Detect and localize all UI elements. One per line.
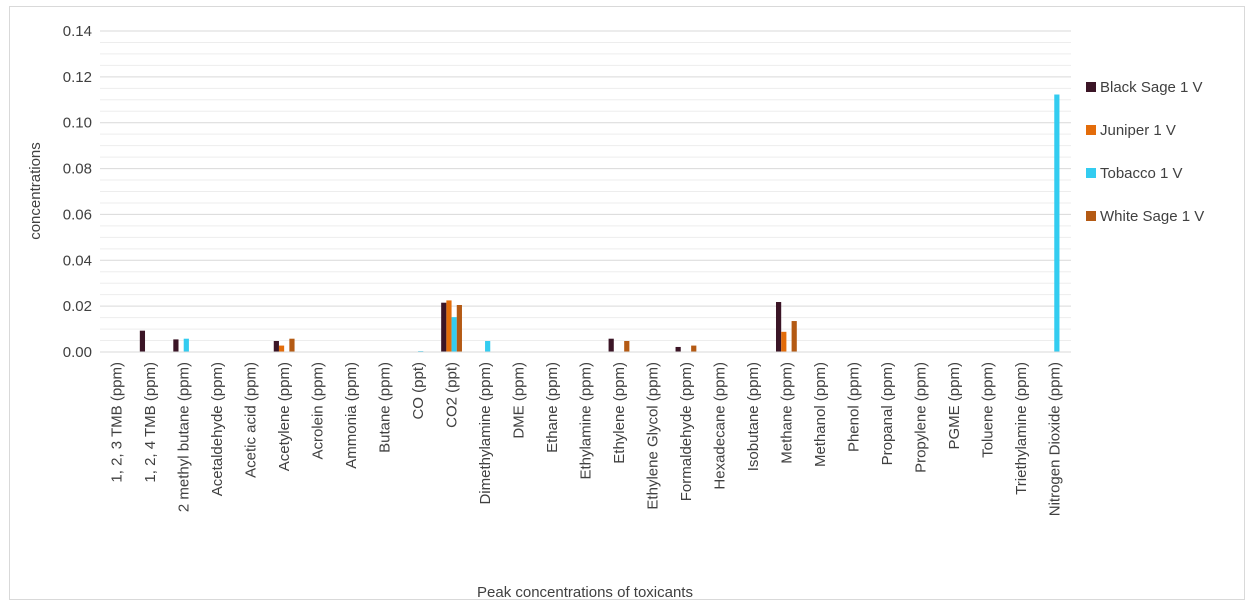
y-tick-label: 0.06 [63, 206, 92, 223]
y-tick-label: 0.00 [63, 344, 92, 361]
chart-frame [9, 6, 1245, 600]
bar [139, 330, 146, 352]
bar [781, 331, 787, 352]
bar [451, 317, 457, 352]
bar [675, 346, 681, 352]
x-tick-label: Propylene (ppm) [912, 362, 929, 473]
x-tick-label: 1, 2, 4 TMB (ppm) [142, 362, 159, 483]
bar [289, 338, 295, 352]
x-tick-label: Ammonia (ppm) [343, 362, 360, 469]
bar [441, 302, 447, 352]
y-tick-labels: 0.00 0.02 0.04 0.06 0.08 0.10 0.12 0.14 [63, 23, 92, 361]
x-tick-label: 1, 2, 3 TMB (ppm) [109, 362, 126, 483]
legend-swatch [1086, 125, 1096, 135]
bar [608, 338, 614, 352]
x-tick-label: Propanal (ppm) [879, 362, 896, 465]
x-tick-label: Dimethylamine (ppm) [477, 362, 494, 505]
x-tick-label: Hexadecane (ppm) [711, 362, 728, 490]
y-tick-label: 0.08 [63, 161, 92, 178]
legend-swatch [1086, 82, 1096, 92]
x-tick-label: Phenol (ppm) [845, 362, 862, 452]
x-tick-label: CO2 (ppt) [444, 362, 461, 428]
x-tick-label: Acrolein (ppm) [310, 362, 327, 460]
x-tick-label: Ethylamine (ppm) [578, 362, 595, 480]
x-tick-label: CO (ppt) [410, 362, 427, 420]
x-tick-label: Ethylene Glycol (ppm) [644, 362, 661, 510]
bar [446, 300, 452, 352]
x-tick-label: Formaldehyde (ppm) [678, 362, 695, 501]
legend-swatch [1086, 211, 1096, 221]
legend-label: Tobacco 1 V [1100, 165, 1183, 182]
x-tick-label: Acetaldehyde (ppm) [209, 362, 226, 496]
x-tick-label: Toluene (ppm) [979, 362, 996, 458]
bar [273, 340, 279, 352]
legend: Black Sage 1 V Juniper 1 V Tobacco 1 V Whit… [1086, 79, 1204, 225]
bar [183, 338, 189, 352]
bar [485, 340, 491, 352]
x-tick-label: PGME (ppm) [946, 362, 963, 450]
bar [691, 345, 697, 352]
legend-swatch [1086, 168, 1096, 178]
bar [1054, 94, 1060, 352]
x-tick-label: Methanol (ppm) [812, 362, 829, 467]
x-tick-label: Nitrogen Dioxide (ppm) [1046, 362, 1063, 516]
y-tick-label: 0.14 [63, 23, 92, 40]
bars [139, 94, 1060, 352]
x-tick-label: Butane (ppm) [377, 362, 394, 453]
bar [456, 304, 462, 352]
x-tick-label: Acetylene (ppm) [276, 362, 293, 471]
x-tick-label: Methane (ppm) [778, 362, 795, 464]
x-axis-title: Peak concentrations of toxicants [477, 584, 693, 601]
x-tick-label: Triethylamine (ppm) [1013, 362, 1030, 495]
bar [173, 339, 179, 352]
legend-label: Juniper 1 V [1100, 122, 1176, 139]
gridlines [100, 30, 1071, 342]
x-tick-label: DME (ppm) [511, 362, 528, 439]
legend-label: Black Sage 1 V [1100, 79, 1203, 96]
y-tick-label: 0.04 [63, 252, 92, 269]
y-tick-label: 0.12 [63, 69, 92, 86]
x-tick-label: Isobutane (ppm) [745, 362, 762, 471]
x-tick-labels: 1, 2, 3 TMB (ppm) 1, 2, 4 TMB (ppm) 2 meth… [109, 362, 1064, 516]
x-tick-label: Ethylene (ppm) [611, 362, 628, 464]
y-tick-label: 0.10 [63, 115, 92, 132]
y-tick-label: 0.02 [63, 298, 92, 315]
x-tick-label: Acetic acid (ppm) [243, 362, 260, 478]
bar [775, 302, 782, 352]
x-tick-label: Ethane (ppm) [544, 362, 561, 453]
bar [791, 321, 797, 352]
y-axis-title: concentrations [27, 142, 44, 240]
legend-label: White Sage 1 V [1100, 208, 1204, 225]
bar [624, 340, 630, 352]
bar [278, 345, 285, 352]
x-tick-label: 2 methyl butane (ppm) [176, 362, 193, 512]
